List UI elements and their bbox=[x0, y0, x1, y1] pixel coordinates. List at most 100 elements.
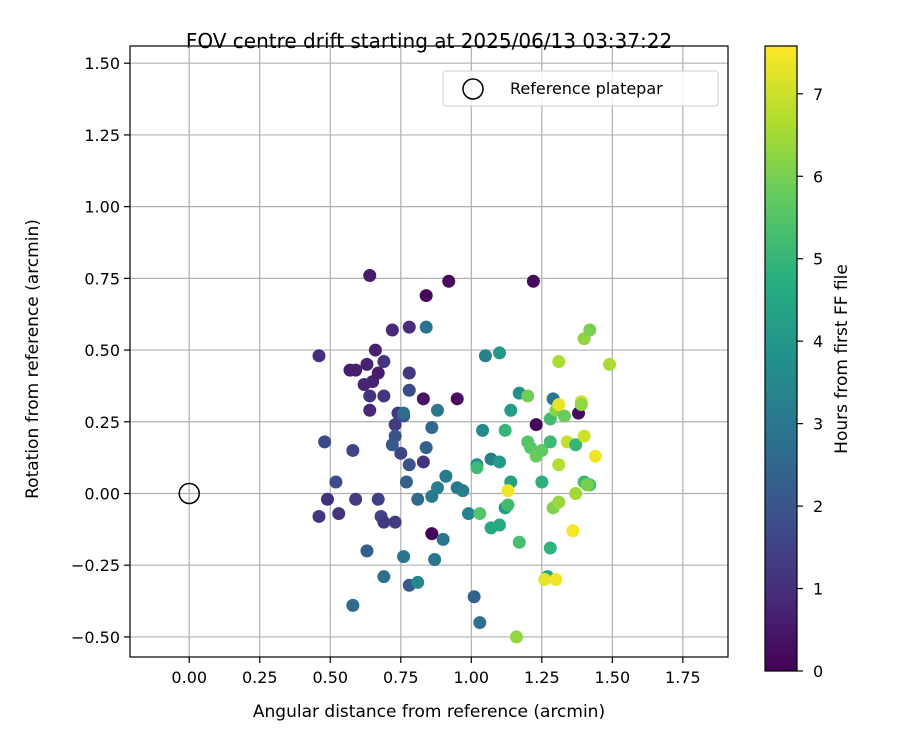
data-point bbox=[312, 509, 326, 523]
plot-frame bbox=[129, 45, 729, 658]
x-tick-label: 1.25 bbox=[524, 668, 560, 687]
legend-label: Reference platepar bbox=[510, 79, 663, 98]
data-point bbox=[363, 403, 377, 417]
data-point bbox=[478, 349, 492, 363]
data-point bbox=[349, 363, 363, 377]
data-point bbox=[399, 475, 413, 489]
data-point bbox=[332, 507, 346, 521]
x-tick-label: 0.25 bbox=[242, 668, 278, 687]
data-point bbox=[529, 418, 543, 432]
data-point bbox=[428, 552, 442, 566]
colorbar-tick-label: 1 bbox=[813, 580, 823, 599]
colorbar: 0 1 2 3 4 5 6 7 Hours from first FF file bbox=[764, 45, 852, 681]
colorbar-tick-label: 6 bbox=[813, 167, 823, 186]
y-ticks: −0.50 −0.25 0.00 0.25 0.50 0.75 1.00 1.25 1.50 bbox=[71, 54, 130, 647]
data-point bbox=[388, 515, 402, 529]
data-point bbox=[498, 423, 512, 437]
colorbar-tick-label: 4 bbox=[813, 332, 823, 351]
data-point bbox=[574, 398, 588, 412]
data-point bbox=[419, 289, 433, 303]
data-point bbox=[416, 392, 430, 406]
data-point bbox=[436, 532, 450, 546]
data-point bbox=[450, 392, 464, 406]
data-point bbox=[552, 355, 566, 369]
data-point bbox=[397, 550, 411, 564]
data-point bbox=[425, 527, 439, 541]
data-point bbox=[346, 598, 360, 612]
data-point bbox=[538, 573, 552, 587]
y-tick-label: 0.25 bbox=[84, 413, 120, 432]
data-point bbox=[371, 366, 385, 380]
data-point bbox=[360, 357, 374, 371]
y-tick-label: 0.50 bbox=[84, 341, 120, 360]
data-point bbox=[363, 389, 377, 403]
legend-marker-open-circle bbox=[462, 78, 484, 100]
data-point bbox=[552, 458, 566, 472]
data-point bbox=[402, 383, 416, 397]
data-point bbox=[504, 403, 518, 417]
data-point bbox=[493, 518, 507, 532]
data-point bbox=[388, 418, 402, 432]
y-tick-label: 0.75 bbox=[84, 269, 120, 288]
data-point bbox=[385, 323, 399, 337]
data-point bbox=[430, 481, 444, 495]
data-point bbox=[552, 495, 566, 509]
data-point bbox=[552, 398, 566, 412]
data-point bbox=[501, 498, 515, 512]
data-point bbox=[543, 541, 557, 555]
x-tick-label: 1.50 bbox=[595, 668, 631, 687]
data-point bbox=[493, 455, 507, 469]
data-point bbox=[512, 535, 526, 549]
data-point bbox=[363, 268, 377, 282]
data-point bbox=[357, 377, 371, 391]
data-point bbox=[349, 492, 363, 506]
x-tick-label: 1.00 bbox=[453, 668, 489, 687]
data-point bbox=[526, 274, 540, 288]
data-point bbox=[535, 475, 549, 489]
colorbar-tick-label: 3 bbox=[813, 415, 823, 434]
data-point bbox=[476, 423, 490, 437]
x-tick-label: 0.50 bbox=[312, 668, 348, 687]
x-ticks: 0.00 0.25 0.50 0.75 1.00 1.25 1.50 1.75 bbox=[171, 657, 701, 687]
data-point bbox=[583, 323, 597, 337]
x-axis-label: Angular distance from reference (arcmin) bbox=[253, 702, 605, 722]
data-point bbox=[493, 346, 507, 360]
data-point bbox=[521, 389, 535, 403]
data-point bbox=[377, 515, 391, 529]
colorbar-tick-label: 5 bbox=[813, 250, 823, 269]
reference-point bbox=[178, 482, 200, 505]
data-point bbox=[377, 570, 391, 584]
data-point bbox=[439, 469, 453, 483]
data-point bbox=[509, 630, 523, 644]
data-point bbox=[442, 274, 456, 288]
data-point bbox=[566, 524, 580, 538]
data-point bbox=[461, 507, 475, 521]
legend-box bbox=[442, 70, 719, 107]
data-point bbox=[419, 320, 433, 334]
data-point bbox=[377, 355, 391, 369]
y-axis-label: Rotation from reference (arcmin) bbox=[23, 219, 43, 499]
data-point bbox=[397, 406, 411, 420]
data-point bbox=[329, 475, 343, 489]
colorbar-label: Hours from first FF file bbox=[832, 264, 852, 454]
data-point bbox=[346, 443, 360, 457]
x-tick-label: 0.75 bbox=[383, 668, 419, 687]
y-tick-label: −0.25 bbox=[71, 556, 120, 575]
chart-title: FOV centre drift starting at 2025/06/13 … bbox=[186, 29, 672, 53]
data-point bbox=[411, 575, 425, 589]
colorbar-gradient bbox=[764, 45, 798, 672]
data-point bbox=[360, 544, 374, 558]
data-point bbox=[588, 449, 602, 463]
data-point bbox=[430, 403, 444, 417]
data-point bbox=[425, 421, 439, 435]
data-point bbox=[580, 478, 594, 492]
x-tick-label: 1.75 bbox=[665, 668, 701, 687]
y-tick-label: 1.25 bbox=[84, 126, 120, 145]
data-point bbox=[312, 349, 326, 363]
data-point bbox=[402, 366, 416, 380]
data-point bbox=[411, 492, 425, 506]
data-point bbox=[377, 389, 391, 403]
data-point bbox=[543, 435, 557, 449]
data-point bbox=[394, 446, 408, 460]
